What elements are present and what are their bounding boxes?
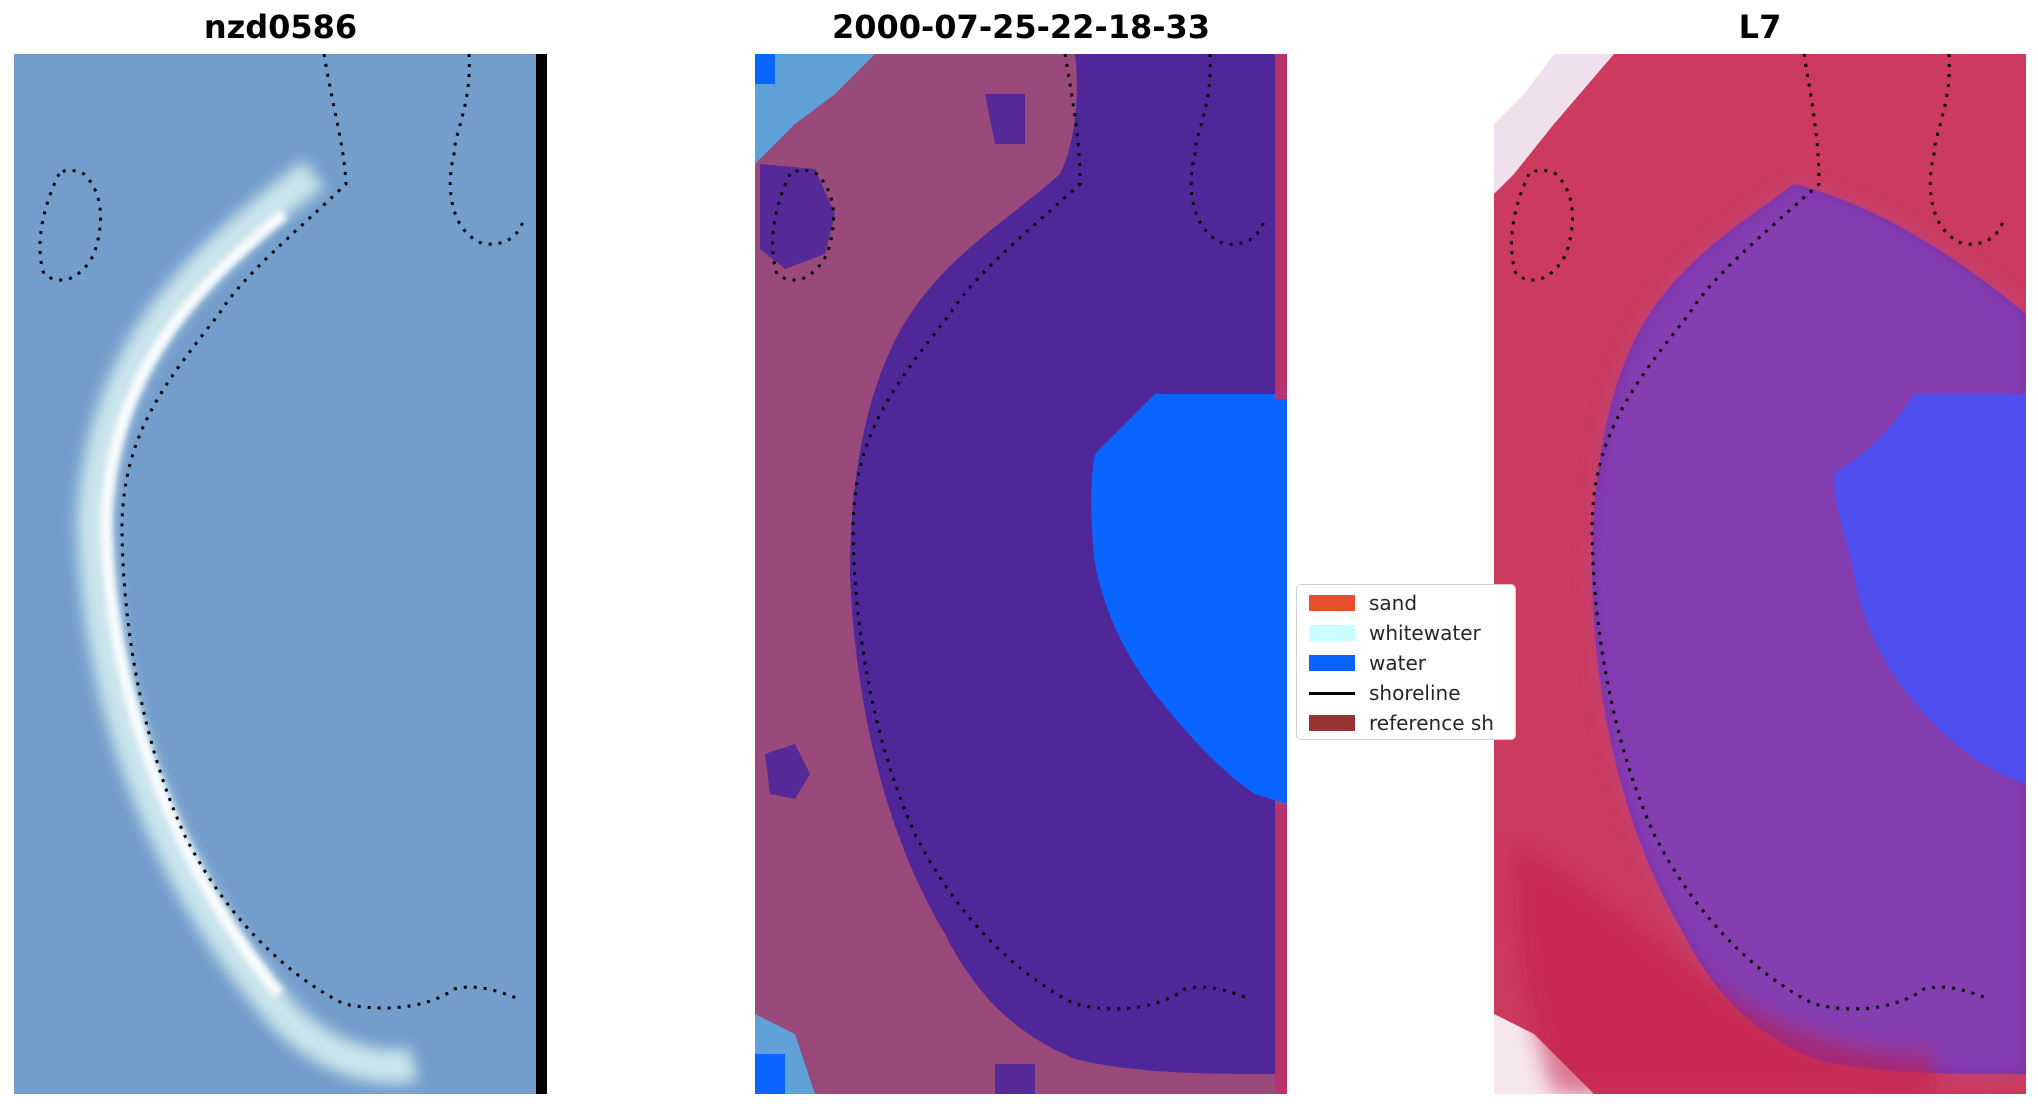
panel-title-rgb: nzd0586 xyxy=(203,8,358,46)
legend-label-shoreline: shoreline xyxy=(1369,681,1461,705)
classified-image-panel xyxy=(755,54,1287,1094)
legend-item-water: water xyxy=(1309,651,1426,675)
classified-image xyxy=(755,54,1287,1094)
legend-item-whitewater: whitewater xyxy=(1309,621,1481,645)
legend-label-reference-shoreline: reference sh xyxy=(1369,711,1494,735)
legend-item-reference-shoreline: reference sh xyxy=(1309,711,1494,735)
index-image xyxy=(1494,54,2026,1094)
legend-swatch-water xyxy=(1309,655,1355,671)
rgb-image xyxy=(14,54,547,1094)
legend-swatch-reference-shoreline xyxy=(1309,715,1355,731)
legend-item-shoreline: shoreline xyxy=(1309,681,1461,705)
legend-swatch-sand xyxy=(1309,595,1355,611)
legend-label-water: water xyxy=(1369,651,1426,675)
legend-label-sand: sand xyxy=(1369,591,1418,615)
legend-swatch-shoreline xyxy=(1309,691,1355,695)
index-image-panel xyxy=(1494,54,2026,1094)
legend-label-whitewater: whitewater xyxy=(1369,621,1481,645)
legend-swatch-whitewater xyxy=(1309,625,1355,641)
panel-title-classified: 2000-07-25-22-18-33 xyxy=(831,8,1211,46)
legend: sand whitewater water shoreline referenc… xyxy=(1296,584,1516,740)
legend-item-sand: sand xyxy=(1309,591,1417,615)
panel-title-index: L7 xyxy=(1738,8,1782,46)
rgb-image-panel xyxy=(14,54,547,1094)
